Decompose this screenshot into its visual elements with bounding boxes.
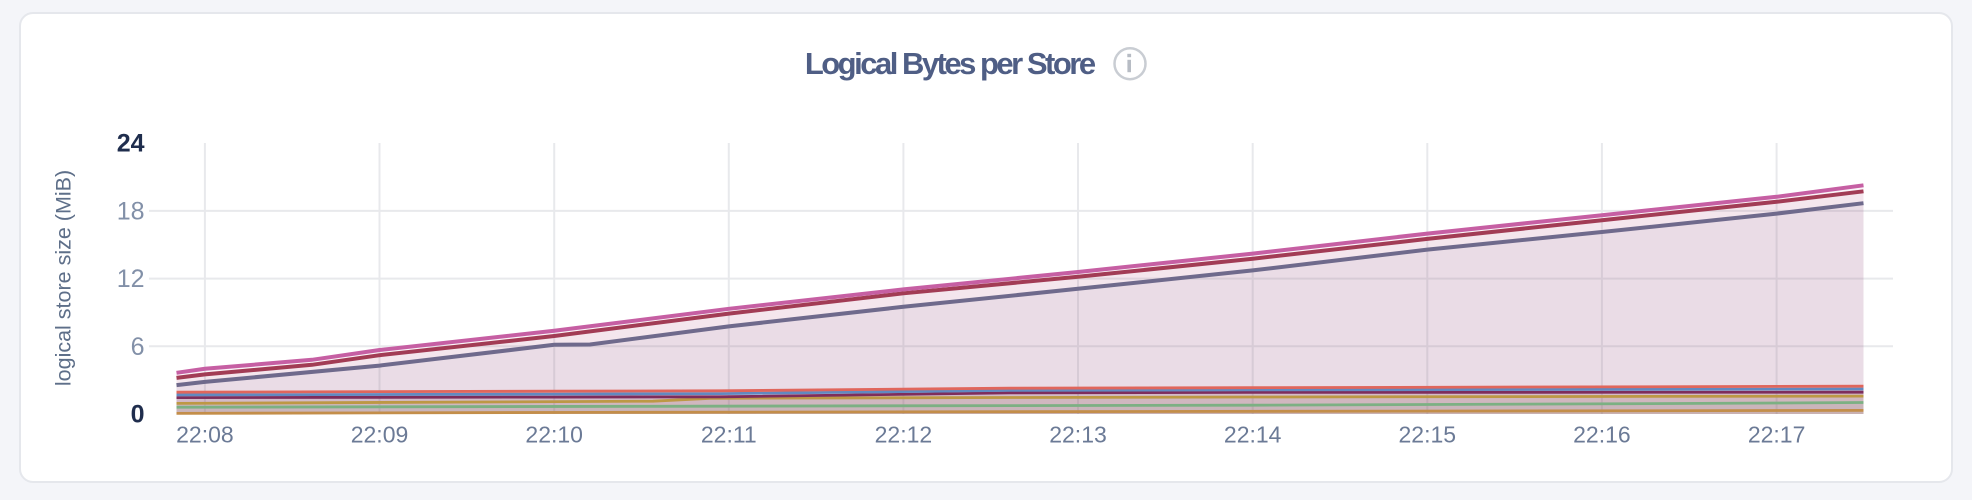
svg-text:6: 6 (131, 333, 145, 361)
svg-text:22:15: 22:15 (1399, 422, 1457, 448)
svg-text:24: 24 (117, 130, 145, 158)
svg-text:22:08: 22:08 (176, 422, 234, 448)
svg-text:0: 0 (131, 400, 145, 428)
svg-text:18: 18 (117, 198, 145, 226)
svg-text:22:17: 22:17 (1748, 422, 1806, 448)
svg-text:22:14: 22:14 (1224, 422, 1282, 448)
svg-text:22:09: 22:09 (351, 422, 409, 448)
svg-text:22:13: 22:13 (1049, 422, 1107, 448)
svg-text:22:12: 22:12 (875, 422, 933, 448)
svg-text:22:11: 22:11 (701, 422, 757, 448)
svg-text:logical store size (MiB): logical store size (MiB) (52, 170, 76, 386)
svg-text:12: 12 (117, 265, 145, 293)
svg-text:Logical Bytes per Store: Logical Bytes per Store (805, 46, 1096, 81)
svg-text:22:16: 22:16 (1573, 422, 1631, 448)
svg-text:22:10: 22:10 (525, 422, 583, 448)
